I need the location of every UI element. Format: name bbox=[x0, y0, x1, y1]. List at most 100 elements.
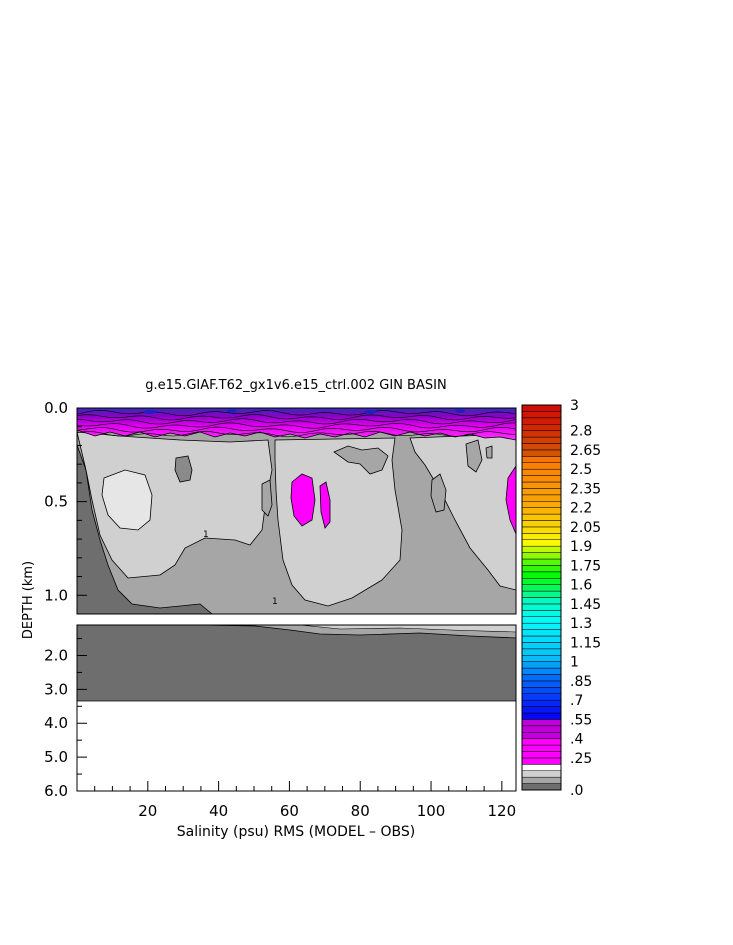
colorbar-label: 1.3 bbox=[570, 616, 592, 632]
y-tick-label: 6.0 bbox=[44, 782, 68, 800]
colorbar-swatch bbox=[521, 468, 562, 476]
blue-speck-3 bbox=[364, 410, 376, 414]
colorbar-swatch bbox=[521, 751, 562, 759]
dark-blob-5 bbox=[430, 473, 447, 513]
colorbar-label: .25 bbox=[570, 751, 592, 767]
colorbar-swatch bbox=[521, 565, 562, 573]
colorbar-swatch bbox=[521, 629, 562, 637]
colorbar-swatch bbox=[521, 635, 562, 643]
level-0.1-fill-right bbox=[409, 433, 516, 591]
colorbar-swatch bbox=[521, 533, 562, 541]
colorbar-swatch bbox=[521, 488, 562, 496]
colorbar-swatch bbox=[521, 712, 562, 720]
colorbar-label: .55 bbox=[570, 712, 592, 728]
lower-panel-frame bbox=[76, 624, 517, 792]
colorbar-swatch bbox=[521, 783, 562, 791]
colorbar-swatch bbox=[521, 603, 562, 611]
blue-speck-2 bbox=[227, 409, 237, 413]
colorbar-swatch bbox=[521, 642, 562, 650]
colorbar-label: .0 bbox=[570, 783, 583, 799]
colorbar-label: .85 bbox=[570, 674, 592, 690]
colorbar-label: 1.75 bbox=[570, 558, 601, 574]
y-tick-label: 0.5 bbox=[44, 493, 68, 511]
colorbar-swatch bbox=[521, 449, 562, 457]
colorbar-swatch bbox=[521, 584, 562, 592]
blue-speck-4 bbox=[455, 409, 465, 413]
x-axis-label: Salinity (psu) RMS (MODEL – OBS) bbox=[177, 824, 415, 840]
y-tick-label: 1.0 bbox=[44, 586, 68, 604]
inner-blob-left bbox=[101, 469, 153, 531]
dark-blob-6 bbox=[485, 445, 493, 459]
colorbar-swatch bbox=[521, 481, 562, 489]
contour-label-2: 1 bbox=[272, 597, 278, 607]
colorbar-swatch bbox=[521, 732, 562, 739]
colorbar-swatch bbox=[521, 655, 562, 662]
y-axis-lower: 2.0 3.0 4.0 5.0 6.0 bbox=[44, 638, 87, 800]
colorbar-labels: 3 2.8 2.65 2.5 2.35 2.2 2.05 1.9 1.75 1.6 1.45 1.3 1… bbox=[570, 398, 601, 799]
lower-panel-field bbox=[77, 625, 516, 702]
colorbar-swatch bbox=[521, 744, 562, 752]
colorbar-swatch bbox=[521, 456, 562, 463]
colorbar-swatch bbox=[521, 719, 562, 727]
colorbar-frame bbox=[521, 404, 562, 791]
colorbar-swatch bbox=[521, 738, 562, 746]
colorbar-label: .4 bbox=[570, 732, 583, 748]
contour-label-1: 1 bbox=[203, 530, 209, 540]
colorbar-label: 2.5 bbox=[570, 462, 592, 478]
y-tick-label: 5.0 bbox=[44, 748, 68, 766]
colorbar-label: 2.2 bbox=[570, 501, 592, 517]
colorbar-swatch bbox=[521, 526, 562, 534]
colorbar-swatch bbox=[521, 443, 562, 451]
colorbar-swatch bbox=[521, 501, 562, 508]
colorbar-label: 2.05 bbox=[570, 520, 601, 536]
colorbar-swatch bbox=[521, 578, 562, 585]
x-tick-label: 60 bbox=[280, 802, 299, 820]
colorbar bbox=[521, 404, 562, 791]
colorbar-label: 2.8 bbox=[570, 424, 592, 440]
colorbar-swatch bbox=[521, 725, 562, 733]
colorbar-label: 1 bbox=[570, 655, 579, 671]
colorbar-swatch bbox=[521, 539, 562, 547]
lower-dark-fill bbox=[77, 625, 516, 701]
colorbar-swatch bbox=[521, 430, 562, 438]
colorbar-swatch bbox=[521, 667, 562, 675]
colorbar-swatch bbox=[521, 494, 562, 502]
colorbar-label: 1.6 bbox=[570, 578, 592, 594]
colorbar-swatch bbox=[521, 597, 562, 605]
y-axis-upper: 0.0 0.5 1.0 bbox=[44, 399, 87, 615]
magenta-patch-2 bbox=[319, 481, 331, 529]
blue-speck-1 bbox=[144, 410, 156, 414]
colorbar-swatch bbox=[521, 462, 562, 470]
colorbar-swatch bbox=[521, 764, 562, 772]
colorbar-swatch bbox=[521, 513, 562, 521]
colorbar-swatch bbox=[521, 545, 562, 553]
colorbar-swatch bbox=[521, 770, 562, 778]
colorbar-label: .7 bbox=[570, 693, 583, 709]
colorbar-swatch bbox=[521, 661, 562, 669]
y-tick-label: 4.0 bbox=[44, 714, 68, 732]
colorbar-label: 2.65 bbox=[570, 443, 601, 459]
y-tick-label: 2.0 bbox=[44, 646, 68, 664]
colorbar-swatch bbox=[521, 520, 562, 528]
upper-panel-field bbox=[77, 408, 516, 614]
upper-panel-frame bbox=[76, 407, 517, 615]
colorbar-swatch bbox=[521, 417, 562, 425]
colorbar-label: 3 bbox=[570, 398, 579, 414]
x-tick-label: 100 bbox=[417, 802, 446, 820]
dark-blob-3 bbox=[333, 445, 389, 475]
colorbar-swatch bbox=[521, 648, 562, 656]
colorbar-swatch bbox=[521, 436, 562, 444]
colorbar-label: 1.15 bbox=[570, 635, 601, 651]
colorbar-swatch bbox=[521, 571, 562, 579]
colorbar-swatch bbox=[521, 590, 562, 598]
lower-light-fill bbox=[299, 625, 516, 633]
x-axis: 20 40 60 80 100 120 bbox=[94, 781, 516, 820]
colorbar-swatch bbox=[521, 507, 562, 515]
magenta-patch-3 bbox=[505, 465, 516, 535]
colorbar-swatch bbox=[521, 757, 562, 765]
surface-contours bbox=[77, 409, 516, 438]
colorbar-swatch bbox=[521, 424, 562, 431]
colorbar-swatch bbox=[521, 693, 562, 701]
colorbar-label: 2.35 bbox=[570, 481, 601, 497]
